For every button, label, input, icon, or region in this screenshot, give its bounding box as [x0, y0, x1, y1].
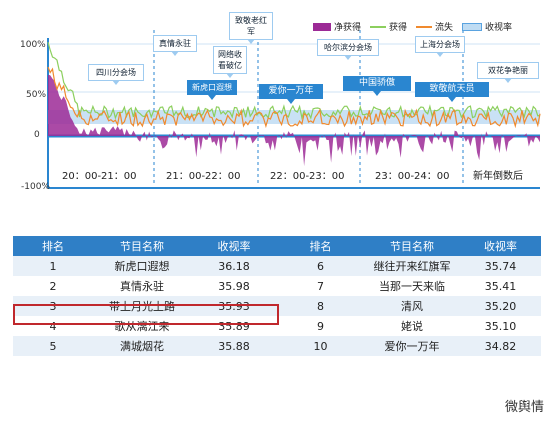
col-name-2: 节目名称	[364, 236, 460, 256]
legend-rating: 收视率	[462, 20, 512, 33]
cell: 36.18	[191, 256, 277, 276]
table-row: 5 满城烟花 35.88 10 爱你一万年 34.82	[13, 336, 541, 356]
chart-legend: 净获得 获得 流失 收视率	[313, 20, 512, 33]
legend-loss: 流失	[416, 20, 453, 33]
cell: 35.41	[460, 276, 541, 296]
annotation-shuanghua: 双花争艳丽	[477, 62, 539, 83]
time-label-21: 21：00-22：00	[166, 171, 241, 182]
cell: 2	[13, 276, 93, 296]
cell: 当那一天来临	[364, 276, 460, 296]
cell: 7	[277, 276, 364, 296]
cell: 继往开来红旗军	[364, 256, 460, 276]
annotation-zhongguo: 中国骄傲	[343, 76, 411, 96]
table-row: 4 歌从漓江来 35.89 9 姥说 35.10	[13, 316, 541, 336]
time-label-20: 20：00-21：00	[62, 171, 137, 182]
table-header-row: 排名 节目名称 收视率 排名 节目名称 收视率	[13, 236, 541, 256]
cell: 1	[13, 256, 93, 276]
cell: 6	[277, 256, 364, 276]
rating-chart: 净获得 获得 流失 收视率 100% 50% 0 -100% 20：00-21：…	[20, 12, 541, 192]
cell: 带上月光上路	[93, 296, 191, 316]
cell: 姥说	[364, 316, 460, 336]
annotation-sichuan: 四川分会场	[88, 64, 144, 85]
annotation-aini: 爱你一万年	[259, 84, 323, 104]
cell: 35.88	[191, 336, 277, 356]
cell: 35.20	[460, 296, 541, 316]
annotation-shanghai: 上海分会场	[415, 36, 465, 57]
cell: 满城烟花	[93, 336, 191, 356]
time-label-after: 新年倒数后	[473, 171, 523, 182]
cell: 3	[13, 296, 93, 316]
col-rating-1: 收视率	[191, 236, 277, 256]
cell: 35.89	[191, 316, 277, 336]
cell: 8	[277, 296, 364, 316]
col-rank-2: 排名	[277, 236, 364, 256]
col-rating-2: 收视率	[460, 236, 541, 256]
cell: 34.82	[460, 336, 541, 356]
highlight-box	[13, 304, 279, 325]
cell: 35.98	[191, 276, 277, 296]
annotation-zhenqing: 真情永驻	[153, 35, 197, 56]
watermark: 微舆情	[504, 400, 544, 415]
y-tick-0: 0	[34, 130, 40, 140]
annotation-harbin: 哈尔滨分会场	[317, 39, 379, 60]
table-row: 2 真情永驻 35.98 7 当那一天来临 35.41	[13, 276, 541, 296]
cell: 真情永驻	[93, 276, 191, 296]
legend-net: 净获得	[313, 20, 361, 33]
cell: 清风	[364, 296, 460, 316]
cell: 35.93	[191, 296, 277, 316]
cell: 5	[13, 336, 93, 356]
cell: 9	[277, 316, 364, 336]
cell: 10	[277, 336, 364, 356]
y-tick-neg100: -100%	[21, 182, 50, 192]
ranking-table: 排名 节目名称 收视率 排名 节目名称 收视率 1 新虎口遐想 36.18 6 继往开…	[13, 236, 541, 356]
annotation-huko: 新虎口遐想	[187, 80, 237, 100]
col-rank-1: 排名	[13, 236, 93, 256]
annotation-hongjun: 致敬老红军	[229, 12, 273, 44]
cell: 35.74	[460, 256, 541, 276]
gain-series	[47, 41, 541, 121]
annotation-hangtian: 致敬航天员	[415, 82, 489, 102]
chart-canvas	[47, 30, 541, 189]
cell: 新虎口遐想	[93, 256, 191, 276]
table-row: 1 新虎口遐想 36.18 6 继往开来红旗军 35.74	[13, 256, 541, 276]
col-name-1: 节目名称	[93, 236, 191, 256]
cell: 4	[13, 316, 93, 336]
time-label-22: 22：00-23：00	[270, 171, 345, 182]
annotation-online: 网络收看破亿	[213, 46, 247, 78]
cell: 35.10	[460, 316, 541, 336]
y-tick-50: 50%	[26, 90, 47, 100]
loss-series	[47, 66, 541, 129]
y-tick-100: 100%	[20, 40, 46, 50]
table-row: 3 带上月光上路 35.93 8 清风 35.20	[13, 296, 541, 316]
time-label-23: 23：00-24：00	[375, 171, 450, 182]
cell: 爱你一万年	[364, 336, 460, 356]
legend-gain: 获得	[370, 20, 407, 33]
